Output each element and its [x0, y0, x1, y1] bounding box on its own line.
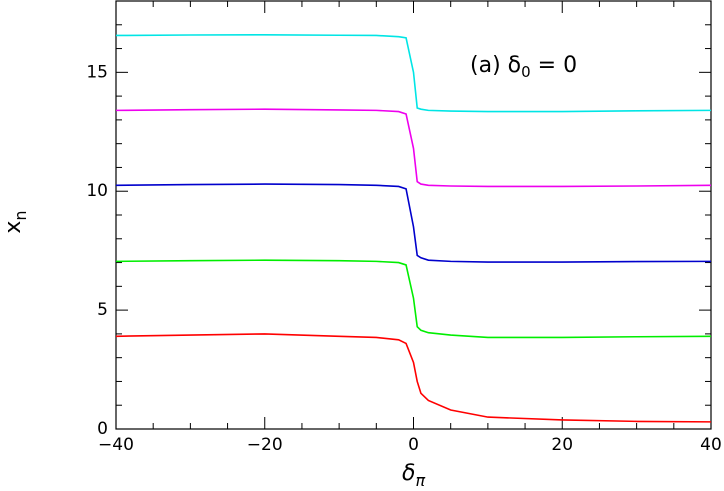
y-label-text: x	[1, 221, 26, 234]
series-line	[115, 108, 712, 188]
y-tick-label: 5	[97, 300, 108, 320]
x-tick-label: 40	[700, 435, 722, 455]
y-tick-label: 15	[86, 62, 108, 82]
annotation: (a) δ0 = 0	[470, 53, 577, 81]
x-tick-label: 20	[551, 435, 573, 455]
annotation-text: = 0	[531, 53, 577, 78]
x-label-text: δ	[402, 461, 415, 486]
y-axis-label: xn	[1, 210, 30, 233]
y-tick-label: 10	[86, 181, 108, 201]
x-label-subscript: π	[415, 471, 425, 490]
y-label-subscript: n	[11, 210, 30, 220]
x-tick-label: −40	[98, 435, 134, 455]
annotation-subscript: 0	[521, 63, 531, 81]
x-tick-label: 0	[408, 435, 419, 455]
annotation-text: (a) δ	[470, 53, 521, 78]
series-line	[115, 33, 712, 113]
series-line	[115, 259, 712, 339]
series-line	[115, 183, 712, 263]
y-tick-label: 0	[97, 419, 108, 439]
series-line	[115, 333, 712, 423]
x-axis-label: δπ	[402, 461, 425, 490]
x-tick-label: −20	[247, 435, 283, 455]
